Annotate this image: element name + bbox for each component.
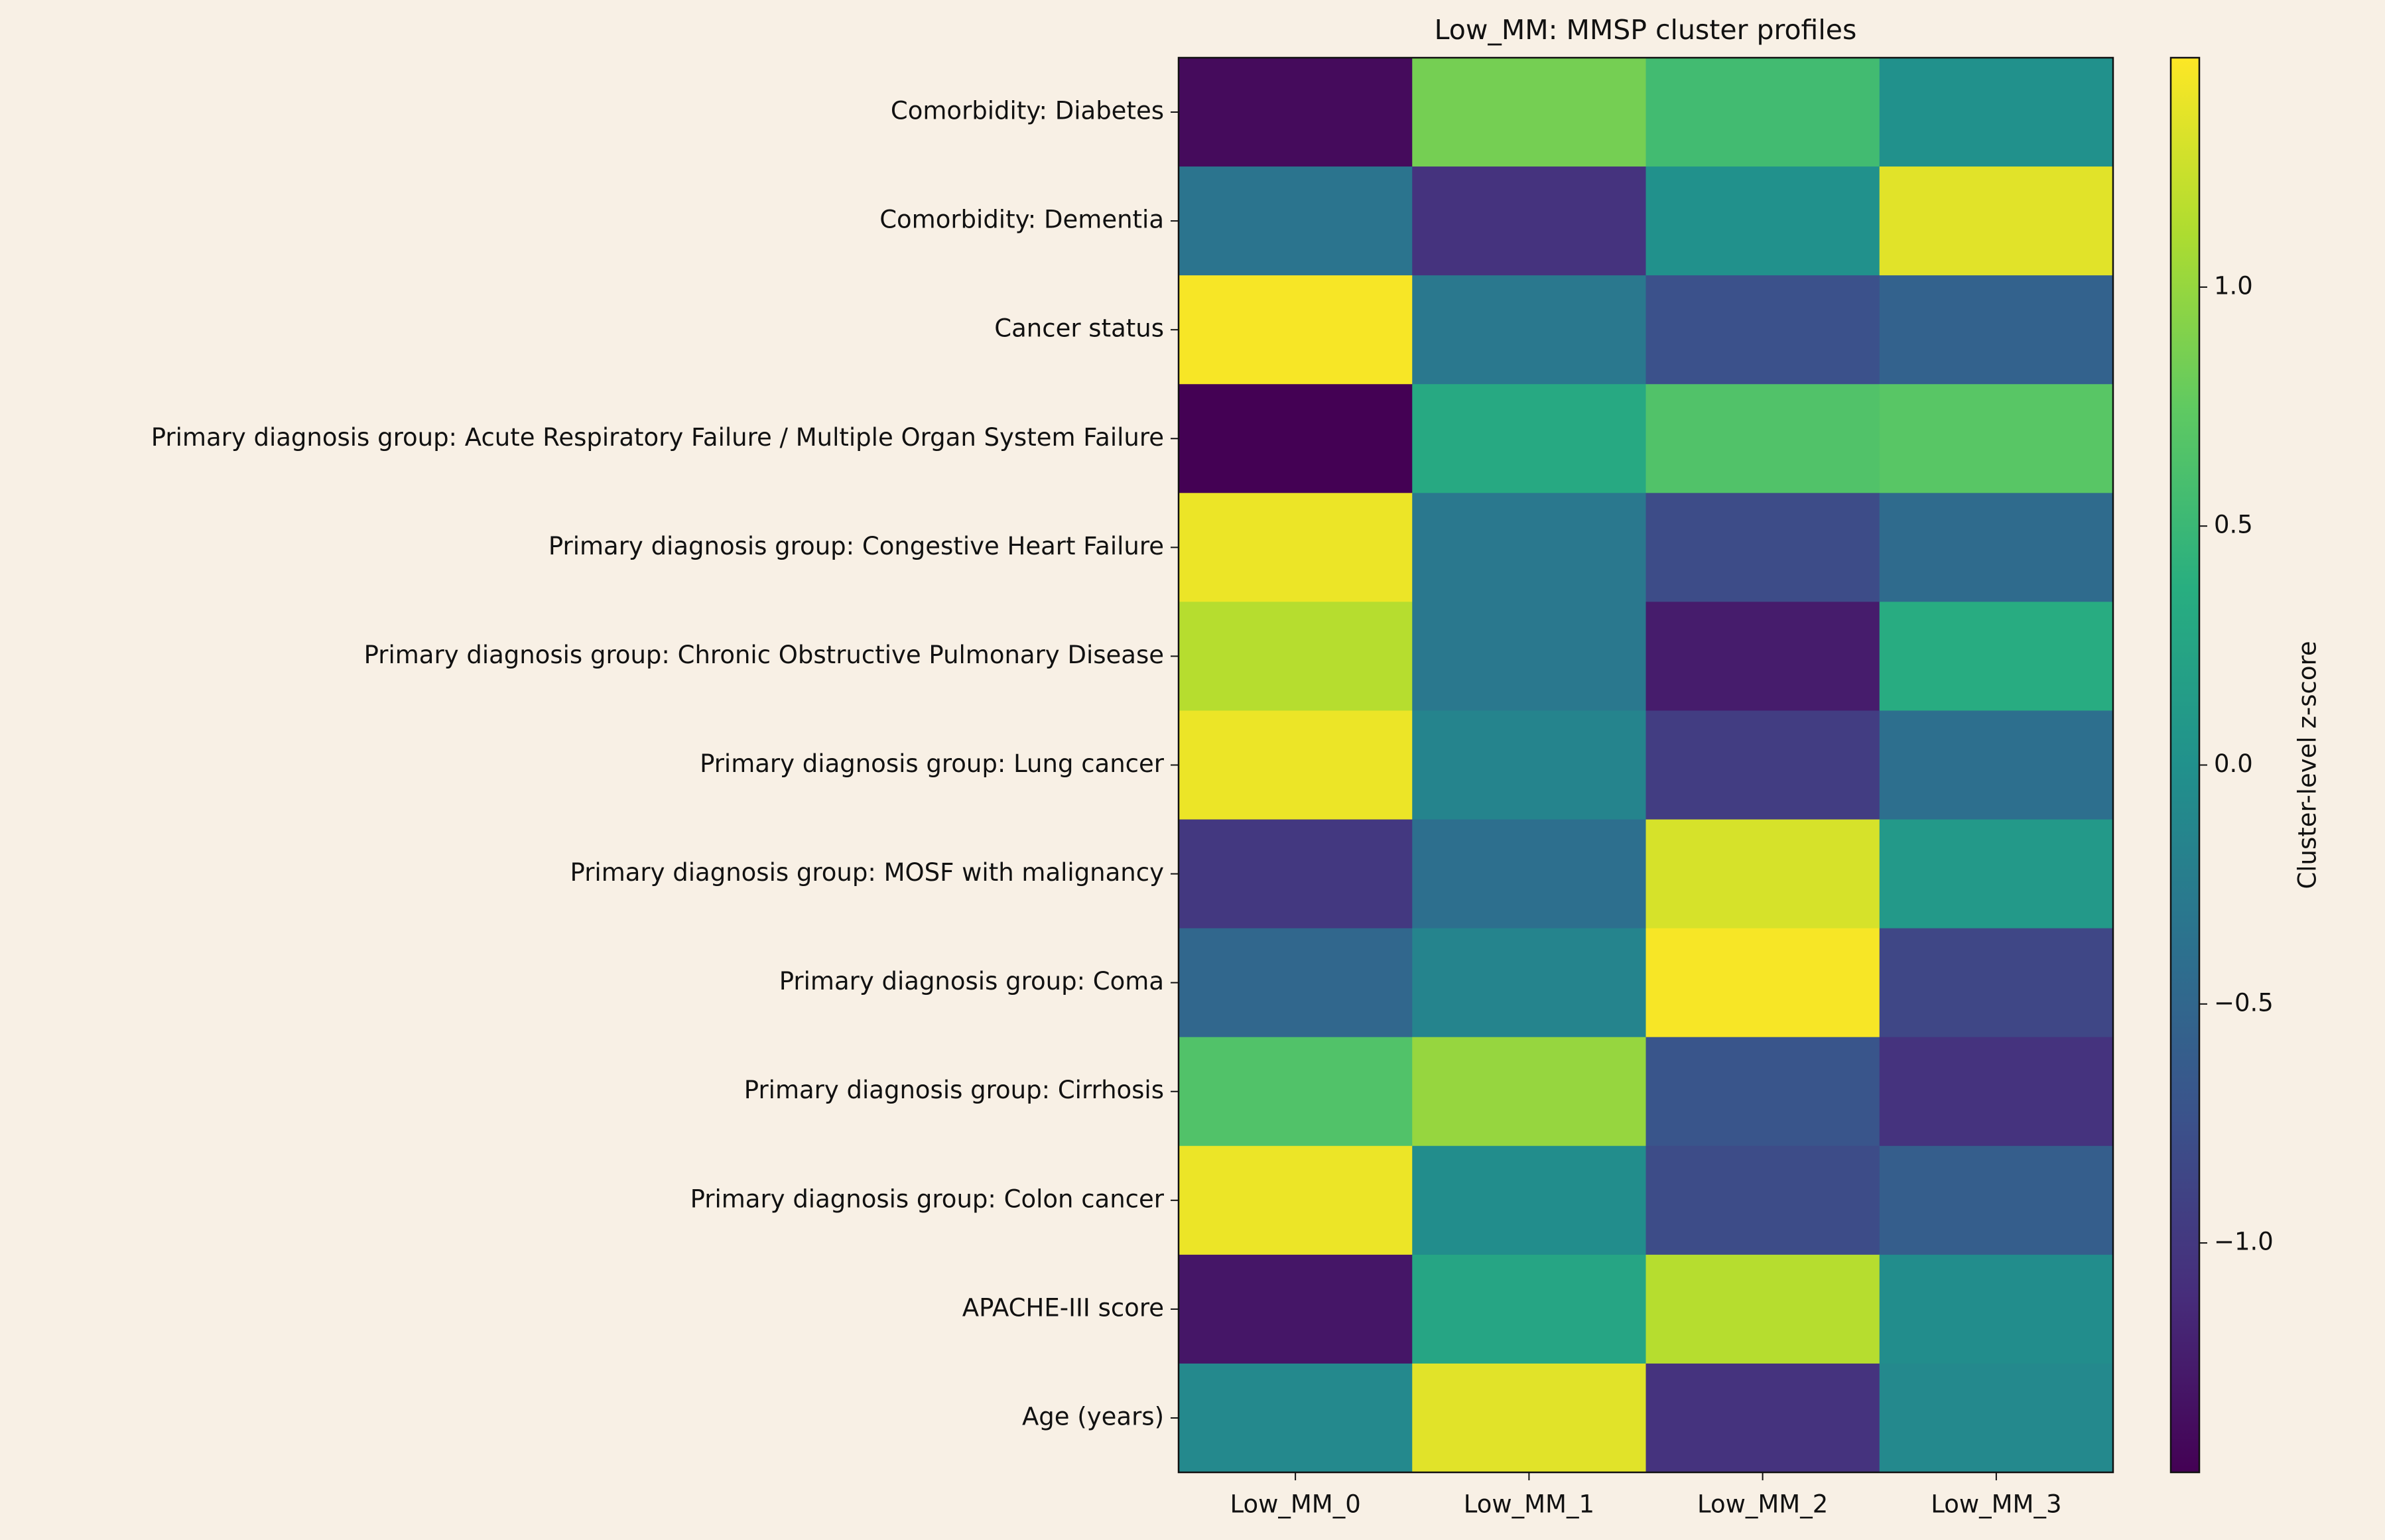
heatmap-cell: [1412, 166, 1646, 276]
heatmap-cell: [1179, 819, 1413, 929]
heatmap-cell: [1645, 710, 1880, 820]
heatmap-cell: [1179, 1145, 1413, 1255]
heatmap-cell: [1412, 275, 1646, 385]
colorbar-tick-label: −0.5: [2214, 988, 2274, 1017]
heatmap-cell: [1179, 602, 1413, 711]
heatmap-cell: [1179, 1363, 1413, 1473]
colorbar: [2169, 56, 2201, 1474]
y-tick-label: Comorbidity: Diabetes: [891, 97, 1164, 125]
heatmap-cell: [1412, 1363, 1646, 1473]
y-tick-label: Primary diagnosis group: Lung cancer: [700, 749, 1165, 778]
heatmap-cell: [1412, 602, 1646, 711]
heatmap-cell: [1645, 602, 1880, 711]
y-tick-label: Primary diagnosis group: Coma: [779, 967, 1164, 995]
chart-title: Low_MM: MMSP cluster profiles: [1435, 14, 1857, 46]
heatmap-cell: [1879, 928, 2114, 1038]
heatmap-cell: [1412, 1037, 1646, 1147]
heatmap-cell: [1645, 275, 1880, 385]
heatmap-cell: [1412, 58, 1646, 167]
x-tick-label: Low_MM_0: [1230, 1490, 1361, 1519]
y-tick-label: Primary diagnosis group: Congestive Hear…: [548, 532, 1164, 560]
y-tick-label: Primary diagnosis group: Chronic Obstruc…: [364, 641, 1164, 669]
y-tick-label: Primary diagnosis group: Cirrhosis: [744, 1076, 1164, 1104]
colorbar-tick-label: 0.0: [2214, 749, 2253, 778]
x-tick-label: Low_MM_2: [1697, 1490, 1828, 1519]
heatmap-cell: [1879, 1037, 2114, 1147]
colorbar-label: Cluster-level z-score: [2293, 641, 2322, 889]
heatmap-cell: [1179, 493, 1413, 602]
colorbar-tick-label: −1.0: [2214, 1228, 2274, 1256]
heatmap-cell: [1645, 1363, 1880, 1473]
heatmap-cell: [1879, 166, 2114, 276]
heatmap-cell: [1879, 602, 2114, 711]
heatmap-cell: [1412, 1145, 1646, 1255]
heatmap-cell: [1412, 1254, 1646, 1364]
heatmap-cell: [1879, 1145, 2114, 1255]
heatmap-cell: [1179, 275, 1413, 385]
heatmap-cell: [1179, 710, 1413, 820]
y-tick-label: Cancer status: [994, 314, 1164, 343]
heatmap-cell: [1645, 928, 1880, 1038]
y-tick-label: Primary diagnosis group: Colon cancer: [690, 1185, 1165, 1213]
heatmap-cell: [1879, 1363, 2114, 1473]
heatmap-cell: [1645, 384, 1880, 493]
y-tick-label: APACHE-III score: [962, 1293, 1164, 1322]
heatmap-cell: [1879, 275, 2114, 385]
heatmap-cell: [1645, 1145, 1880, 1255]
heatmap-cell: [1645, 1254, 1880, 1364]
heatmap-cell: [1412, 928, 1646, 1038]
heatmap-cell: [1879, 1254, 2114, 1364]
y-tick-label: Age (years): [1022, 1402, 1164, 1431]
x-tick-label: Low_MM_3: [1931, 1490, 2061, 1519]
y-tick-label: Primary diagnosis group: Acute Respirato…: [151, 423, 1164, 452]
heatmap-cell: [1179, 58, 1413, 167]
heatmap-cell: [1645, 1037, 1880, 1147]
heatmap-cell: [1645, 58, 1880, 167]
heatmap-cell: [1645, 166, 1880, 276]
heatmap-cell: [1879, 710, 2114, 820]
y-tick-label: Primary diagnosis group: MOSF with malig…: [570, 858, 1164, 887]
heatmap-cell: [1412, 493, 1646, 602]
heatmap-cell: [1412, 384, 1646, 493]
heatmap-cell: [1179, 928, 1413, 1038]
heatmap-cell: [1179, 384, 1413, 493]
heatmap-cell: [1879, 493, 2114, 602]
heatmap-cell: [1645, 493, 1880, 602]
heatmap-cell: [1412, 710, 1646, 820]
heatmap-cell: [1879, 58, 2114, 167]
colorbar-tick-label: 1.0: [2214, 271, 2253, 300]
y-tick-label: Comorbidity: Dementia: [879, 206, 1164, 234]
colorbar-tick-label: 0.5: [2214, 511, 2253, 539]
heatmap-cell: [1879, 384, 2114, 493]
heatmap-cell: [1179, 1254, 1413, 1364]
x-tick-label: Low_MM_1: [1464, 1490, 1594, 1519]
heatmap-cell: [1879, 819, 2114, 929]
heatmap-cell: [1179, 1037, 1413, 1147]
heatmap-cell: [1412, 819, 1646, 929]
heatmap-cell: [1179, 166, 1413, 276]
heatmap-cell: [1645, 819, 1880, 929]
